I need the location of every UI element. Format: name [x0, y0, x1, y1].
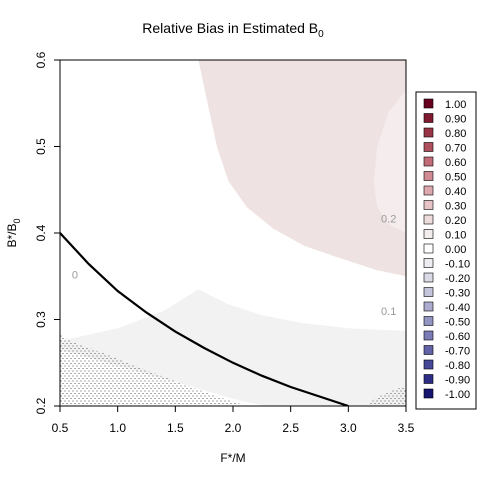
legend-swatch	[423, 345, 434, 355]
legend-label: -0.60	[445, 331, 470, 343]
legend-label: -0.20	[445, 273, 470, 285]
legend: 1.00 0.90 0.80 0.70 0.60 0.50 0.40 0.30 0.20 0.10…	[415, 91, 477, 410]
y-axis: 0.2 0.3 0.4 0.5 0.6	[34, 51, 60, 414]
x-tick-label: 2.5	[282, 421, 299, 435]
x-axis: 0.5 1.0 1.5 2.0 2.5 3.0 3.5	[52, 406, 415, 435]
y-tick-label: 0.3	[34, 311, 48, 328]
legend-label: 0.00	[445, 244, 466, 256]
legend-label: -0.50	[445, 317, 470, 329]
x-axis-label: F*/M	[220, 451, 245, 465]
x-tick-label: 2.0	[225, 421, 242, 435]
legend-swatch	[423, 185, 434, 196]
legend-label: 0.80	[445, 128, 466, 140]
region-0.2	[198, 60, 406, 277]
region-inner-light	[373, 90, 406, 233]
x-tick-label: 1.0	[109, 421, 126, 435]
y-axis-label-text: B*/B	[5, 224, 19, 248]
curve-layer	[60, 232, 349, 406]
y-axis-label-subscript: 0	[12, 218, 22, 223]
legend-swatch	[423, 258, 434, 268]
contour-label-0.2: 0.2	[381, 213, 396, 225]
contour-label-0: 0	[72, 270, 78, 282]
y-tick-label: 0.2	[34, 397, 48, 414]
legend-swatch	[423, 359, 434, 370]
contour-label-0.1: 0.1	[381, 306, 396, 318]
x-tick-label: 3.0	[340, 421, 357, 435]
chart-title-text: Relative Bias in Estimated B	[142, 20, 318, 36]
legend-label: -0.40	[445, 302, 470, 314]
legend-label: -0.70	[445, 346, 470, 358]
legend-swatch	[423, 229, 434, 239]
legend-swatch	[423, 156, 434, 167]
legend-swatch	[423, 200, 434, 210]
legend-swatch	[423, 287, 434, 297]
legend-label: -1.00	[445, 389, 470, 401]
legend-swatch	[423, 113, 434, 123]
legend-swatch	[423, 142, 434, 152]
contour-label-layer: 0 0.1 0.2	[72, 213, 396, 318]
legend-label: 0.10	[445, 230, 466, 242]
y-tick-label: 0.6	[34, 51, 48, 68]
legend-swatch	[423, 127, 434, 138]
legend-label: 0.30	[445, 201, 466, 213]
legend-swatch	[423, 98, 434, 109]
stipple-region-0	[60, 335, 262, 406]
legend-swatch	[423, 388, 434, 399]
legend-label: 0.50	[445, 172, 466, 184]
legend-label: -0.30	[445, 288, 470, 300]
stipple-region-1	[365, 387, 406, 406]
legend-swatch	[423, 330, 434, 341]
y-tick-label: 0.4	[34, 224, 48, 241]
legend-label: 0.60	[445, 157, 466, 169]
region-0.1	[60, 60, 406, 406]
legend-swatch	[423, 301, 434, 312]
legend-swatch	[423, 214, 434, 225]
legend-swatch	[423, 243, 434, 254]
legend-label: 0.20	[445, 215, 466, 227]
legend-swatch	[423, 316, 434, 326]
y-tick-label: 0.5	[34, 138, 48, 155]
legend-label: -0.90	[445, 375, 470, 387]
y-axis-label: B*/B0	[5, 218, 22, 247]
legend-label: -0.80	[445, 360, 470, 372]
chart-title: Relative Bias in Estimated B0	[142, 20, 324, 40]
x-tick-label: 1.5	[167, 421, 184, 435]
legend-label: 1.00	[445, 99, 466, 111]
legend-label: -0.10	[445, 259, 470, 271]
legend-label: 0.90	[445, 114, 466, 126]
x-tick-label: 3.5	[398, 421, 415, 435]
legend-label: 0.70	[445, 143, 466, 155]
legend-swatch	[423, 272, 434, 283]
chart-title-subscript: 0	[318, 29, 324, 40]
x-tick-label: 0.5	[52, 421, 69, 435]
reference-curve	[60, 232, 349, 406]
legend-label: 0.40	[445, 186, 466, 198]
legend-swatch	[423, 171, 434, 181]
stipple-layer	[60, 335, 406, 406]
legend-swatch	[423, 374, 434, 384]
